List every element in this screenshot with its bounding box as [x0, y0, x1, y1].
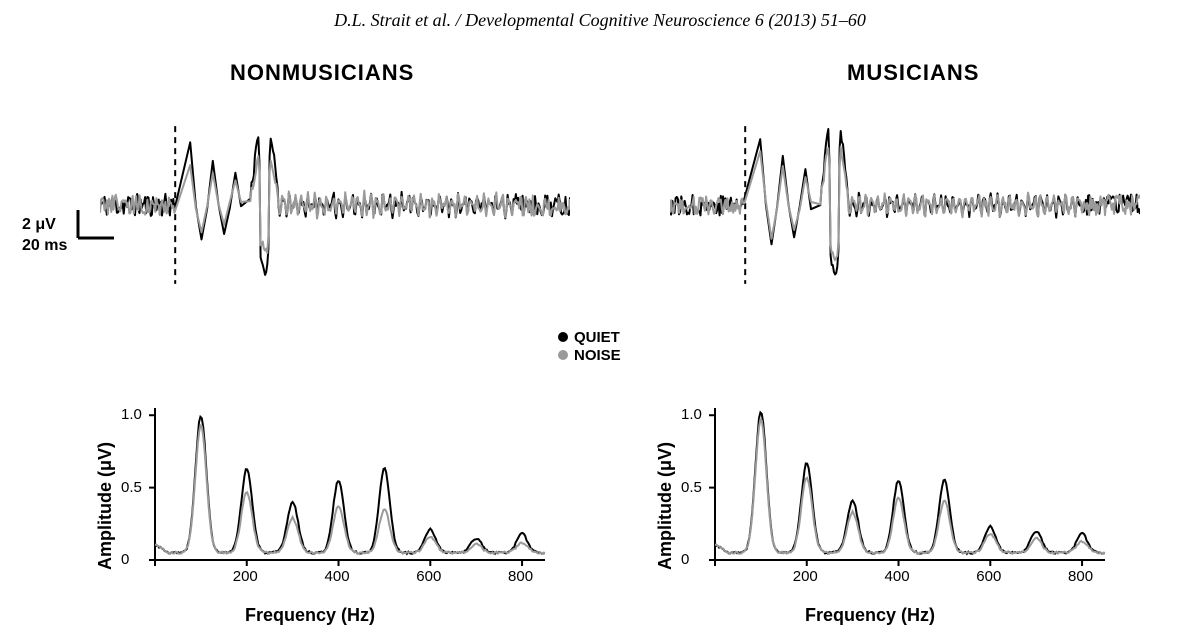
panel-title-musicians: MUSICIANS	[847, 60, 979, 86]
legend-item-quiet: QUIET	[558, 328, 621, 346]
xtick: 800	[508, 568, 533, 585]
xtick: 600	[416, 568, 441, 585]
paper-citation: D.L. Strait et al. / Developmental Cogni…	[0, 10, 1200, 31]
xtick: 400	[885, 568, 910, 585]
scalebar-time-label: 20 ms	[22, 236, 67, 256]
panel-title-nonmusicians: NONMUSICIANS	[230, 60, 414, 86]
xlabel-musicians: Frequency (Hz)	[805, 605, 935, 626]
xtick: 600	[976, 568, 1001, 585]
xtick: 800	[1068, 568, 1093, 585]
ytick: 0	[681, 551, 689, 568]
xtick: 200	[793, 568, 818, 585]
legend-label-noise: NOISE	[574, 347, 621, 364]
ytick: 0.5	[121, 479, 142, 496]
figure-page: D.L. Strait et al. / Developmental Cogni…	[0, 0, 1200, 637]
legend-dot-noise	[558, 350, 568, 360]
legend-item-noise: NOISE	[558, 346, 621, 364]
legend: QUIET NOISE	[558, 328, 621, 364]
xlabel-nonmusicians: Frequency (Hz)	[245, 605, 375, 626]
spectrum-nonmusicians	[120, 400, 550, 590]
legend-dot-quiet	[558, 332, 568, 342]
waveform-musicians	[670, 90, 1140, 320]
xtick: 400	[325, 568, 350, 585]
ylabel-musicians: Amplitude (μV)	[655, 442, 676, 570]
ytick: 1.0	[121, 406, 142, 423]
ytick: 1.0	[681, 406, 702, 423]
waveform-nonmusicians	[100, 90, 570, 320]
xtick: 200	[233, 568, 258, 585]
ylabel-nonmusicians: Amplitude (μV)	[95, 442, 116, 570]
legend-label-quiet: QUIET	[574, 329, 620, 346]
ytick: 0.5	[681, 479, 702, 496]
ytick: 0	[121, 551, 129, 568]
spectrum-musicians	[680, 400, 1110, 590]
scalebar-amplitude-label: 2 μV	[22, 215, 56, 235]
